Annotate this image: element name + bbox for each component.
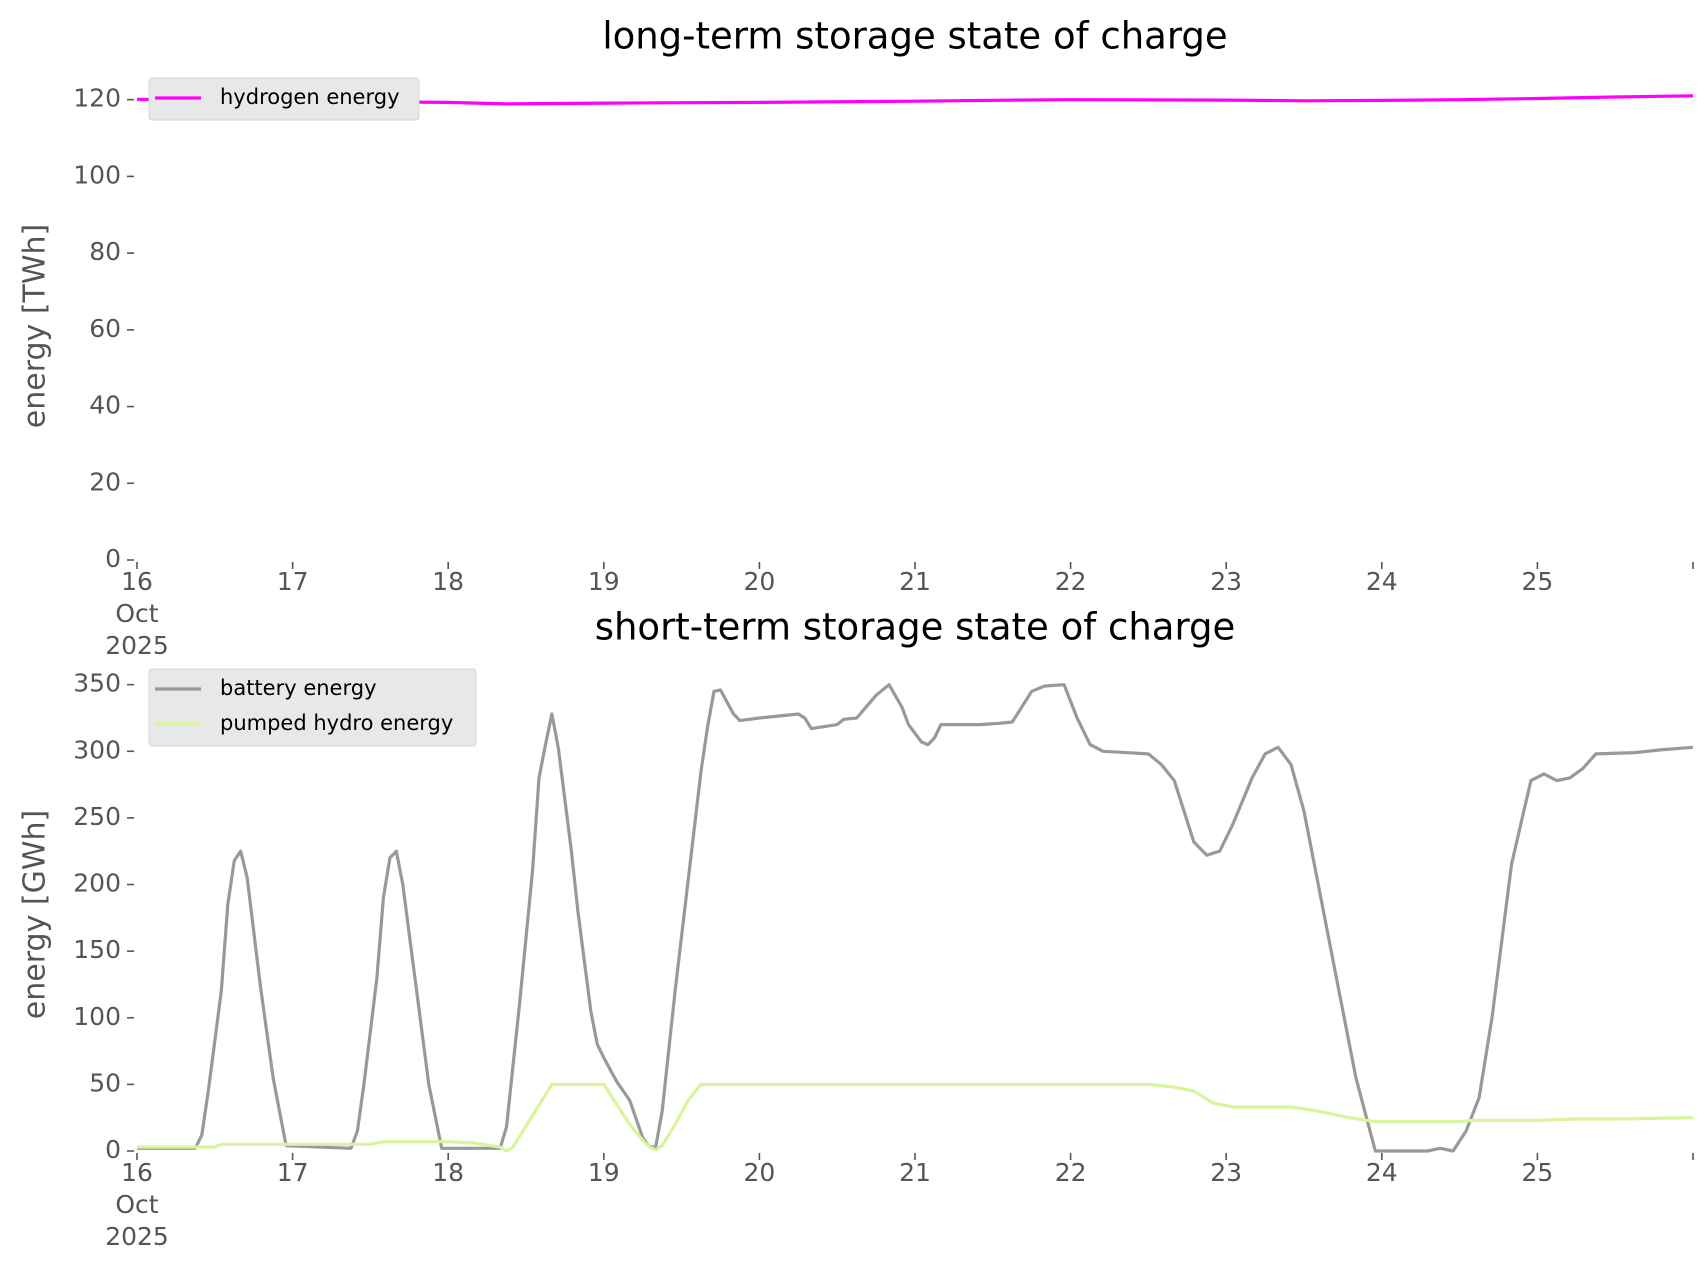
y-tick-label: 40	[89, 391, 121, 420]
x-tick-label: 24	[1366, 1158, 1398, 1187]
x-tick-label: 24	[1366, 567, 1398, 596]
x-tick-label: Oct	[115, 599, 158, 628]
legend-box	[148, 77, 420, 121]
x-tick-label: 25	[1521, 567, 1553, 596]
x-tick-label: 21	[899, 1158, 931, 1187]
y-tick-label: 50	[89, 1068, 121, 1097]
x-tick-label: 22	[1055, 567, 1087, 596]
chart-title: long-term storage state of charge	[602, 15, 1227, 58]
x-tick-label: 20	[743, 1158, 775, 1187]
x-tick-label: 2025	[105, 631, 169, 660]
x-tick-label: 23	[1210, 1158, 1242, 1187]
x-tick-label: 19	[588, 567, 620, 596]
legend-box	[148, 668, 477, 747]
x-tick-label: 23	[1210, 567, 1242, 596]
y-tick-label: 20	[89, 467, 121, 496]
y-tick-label: 120	[73, 84, 121, 113]
y-tick-label: 80	[89, 237, 121, 266]
series-line-battery-energy	[137, 683, 1693, 1153]
short-term-storage-chart: short-term storage state of charge energy…	[18, 606, 1694, 1251]
long-term-storage-chart: long-term storage state of charge energy …	[18, 15, 1694, 660]
y-tick-label: 0	[105, 544, 121, 573]
x-tick-label: 19	[588, 1158, 620, 1187]
y-tick-label: 0	[105, 1135, 121, 1164]
legend-label: hydrogen energy	[220, 85, 400, 109]
x-tick-label: 18	[432, 567, 464, 596]
y-tick-label: 300	[73, 735, 121, 764]
x-tick-label: 18	[432, 1158, 464, 1187]
x-tick-label: 17	[277, 1158, 309, 1187]
x-tick-label: 25	[1521, 1158, 1553, 1187]
legend-label: battery energy	[220, 676, 377, 700]
plot-area	[137, 683, 1693, 1153]
y-tick-label: 250	[73, 802, 121, 831]
x-tick-label: 22	[1055, 1158, 1087, 1187]
series-line-pumped-hydro-energy	[137, 1082, 1693, 1153]
y-tick-label: 150	[73, 935, 121, 964]
y-tick-label: 200	[73, 869, 121, 898]
legend-label: pumped hydro energy	[220, 711, 453, 735]
legend: battery energy pumped hydro energy	[148, 668, 477, 747]
x-tick-label: 2025	[105, 1222, 169, 1251]
y-tick-label: 100	[73, 160, 121, 189]
legend: hydrogen energy	[148, 77, 420, 121]
series-line-hydrogen-energy	[137, 94, 1693, 106]
x-tick-label: 17	[277, 567, 309, 596]
y-tick-label: 100	[73, 1002, 121, 1031]
y-tick-label: 350	[73, 669, 121, 698]
chart-title: short-term storage state of charge	[595, 606, 1236, 649]
x-tick-label: Oct	[115, 1190, 158, 1219]
y-axis-label: energy [GWh]	[18, 810, 53, 1019]
x-tick-label: 16	[121, 567, 153, 596]
y-axis-label: energy [TWh]	[18, 224, 53, 428]
y-tick-label: 60	[89, 314, 121, 343]
x-tick-label: 20	[743, 567, 775, 596]
plot-area	[137, 94, 1693, 106]
x-tick-label: 21	[899, 567, 931, 596]
x-tick-label: 16	[121, 1158, 153, 1187]
